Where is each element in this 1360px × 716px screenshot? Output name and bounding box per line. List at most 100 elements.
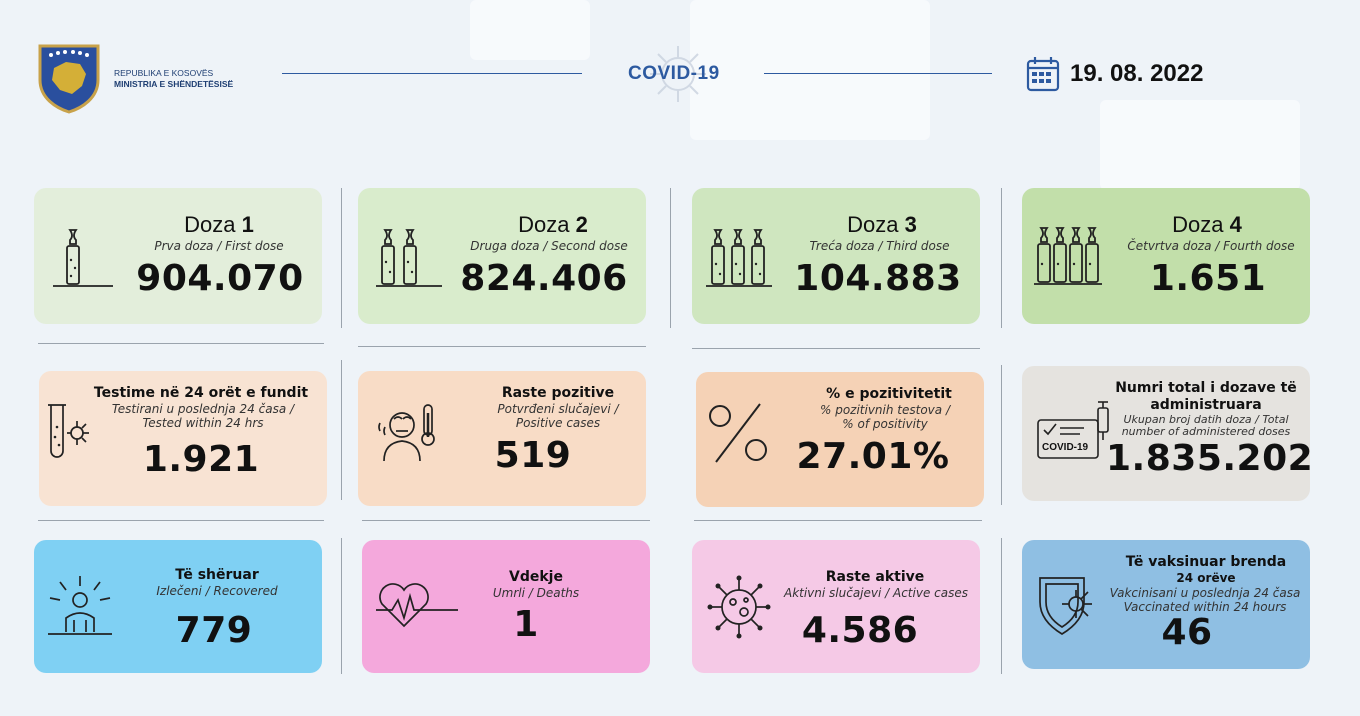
dose-3-subtitle: Treća doza / Third dose (809, 239, 950, 253)
background-panel (470, 0, 590, 60)
positivity-subtitle-1: % pozitivnih testova / (819, 403, 950, 417)
dose-1-title: Doza 1 (144, 212, 294, 238)
tests-subtitle-2: Tested within 24 hrs (142, 416, 264, 430)
dose-2-value: 824.406 (460, 258, 628, 299)
total-doses-subtitle-2: number of administered doses (1121, 425, 1291, 438)
positivity-subtitle-2: % of positivity (842, 417, 928, 431)
dose-3-value: 104.883 (794, 258, 962, 299)
dose-1-subtitle: Prva doza / First dose (154, 239, 284, 253)
recovered-value: 779 (175, 610, 253, 651)
test-tube-virus-icon (48, 404, 89, 458)
vials-4-icon (1034, 227, 1102, 285)
column-divider (670, 188, 671, 328)
vaccine-certificate-icon (1037, 401, 1109, 459)
column-divider (341, 538, 342, 674)
tests-value: 1.921 (142, 439, 260, 480)
vaccinated-24h-title-1: Të vaksinuar brenda (1125, 554, 1287, 570)
dose-2-subtitle: Druga doza / Second dose (470, 239, 628, 253)
header-divider (764, 73, 992, 74)
vaccinated-24h-value: 46 (1161, 612, 1213, 653)
total-doses-title-1: Numri total i dozave të (1115, 380, 1297, 396)
header: REPUBLIKA E KOSOVËS MINISTRIA E SHËNDETË… (0, 0, 1360, 150)
background-panel (690, 0, 930, 140)
row-divider (694, 520, 982, 521)
row-divider (362, 520, 650, 521)
dose-number: 2 (575, 212, 588, 237)
column-divider (1001, 188, 1002, 328)
positive-cases-subtitle-1: Potvrđeni slučajevi / (497, 402, 619, 416)
tests-subtitle-1: Testirani u poslednja 24 časa / (111, 402, 295, 416)
shield-virus-icon (1039, 577, 1092, 635)
vaccinated-24h-title-2: 24 orëve (1176, 571, 1236, 585)
total-doses-card: COVID-19 Numri total i dozave të adminis… (1022, 366, 1314, 501)
percent-icon (709, 403, 767, 463)
recovered-card: Të shëruar Izlečeni / Recovered 779 (34, 540, 322, 673)
active-cases-title: Raste aktive (825, 569, 925, 585)
dose-label: Doza (847, 212, 899, 237)
dose-label: Doza (518, 212, 570, 237)
deaths-subtitle: Umrli / Deaths (492, 586, 580, 600)
vaccinated-24h-card: Të vaksinuar brenda 24 orëve Vakcinisani… (1022, 540, 1310, 669)
tests-title: Testime në 24 orët e fundit (93, 385, 309, 401)
dose-1-value: 904.070 (136, 258, 304, 299)
virus-icon (707, 575, 771, 639)
dose-4-card: Doza 4 Četvrtva doza / Fourth dose 1.651 (1022, 188, 1310, 324)
vials-3-icon (706, 229, 772, 287)
active-cases-value: 4.586 (801, 610, 919, 651)
dose-4-value: 1.651 (1149, 258, 1267, 299)
positivity-value: 27.01% (796, 436, 950, 477)
vaccinated-24h-subtitle-1: Vakcinisani u poslednja 24 časa (1109, 586, 1301, 600)
active-cases-card: Raste aktive Aktivni slučajevi / Active … (692, 540, 980, 673)
total-doses-value: 1.835.202 (1106, 438, 1314, 479)
vaccinated-24h-subtitle-2: Vaccinated within 24 hours (1123, 600, 1287, 614)
positive-cases-value: 519 (494, 435, 572, 476)
recovered-person-icon (48, 576, 112, 635)
row-divider (358, 346, 646, 347)
tests-card: Testime në 24 orët e fundit Testirani u … (39, 371, 327, 506)
vial-1-icon (53, 229, 113, 287)
dose-3-title: Doza 3 (802, 212, 962, 238)
row-divider (692, 348, 980, 349)
recovered-subtitle: Izlečeni / Recovered (156, 584, 278, 598)
covid-badge-label: COVID-19 (1042, 442, 1089, 453)
positive-cases-card: Raste pozitive Potvrđeni slučajevi / Pos… (358, 371, 646, 506)
deaths-title: Vdekje (509, 569, 563, 585)
row-divider (38, 520, 324, 521)
virus-watermark-icon (650, 46, 706, 102)
ministry-line1: REPUBLIKA E KOSOVËS (114, 68, 214, 78)
ministry-line2: MINISTRIA E SHËNDETËSISË (114, 79, 234, 89)
dose-label: Doza (184, 212, 236, 237)
kosovo-emblem-icon (38, 44, 100, 114)
dose-number: 1 (241, 212, 254, 237)
ministry-name: REPUBLIKA E KOSOVËS MINISTRIA E SHËNDETË… (114, 68, 233, 90)
column-divider (341, 188, 342, 328)
positivity-title: % e pozitivitetit (826, 386, 952, 402)
sick-person-thermometer-icon (378, 404, 435, 462)
dose-3-card: Doza 3 Treća doza / Third dose 104.883 (692, 188, 980, 324)
heart-pulse-icon (376, 583, 458, 628)
report-date: 19. 08. 2022 (1070, 60, 1204, 87)
column-divider (1001, 365, 1002, 505)
dose-4-subtitle: Četvrtva doza / Fourth dose (1127, 239, 1295, 253)
dose-2-card: Doza 2 Druga doza / Second dose 824.406 (358, 188, 646, 324)
page-title: COVID-19 (628, 63, 720, 84)
dose-number: 3 (904, 212, 917, 237)
background-panel (1100, 100, 1300, 190)
column-divider (1001, 538, 1002, 674)
positive-cases-title: Raste pozitive (501, 385, 615, 401)
deaths-value: 1 (513, 604, 539, 645)
total-doses-title-2: administruara (1150, 397, 1262, 413)
positivity-card: % e pozitivitetit % pozitivnih testova /… (696, 372, 984, 507)
positive-cases-subtitle-2: Positive cases (515, 416, 601, 430)
recovered-title: Të shëruar (175, 567, 259, 583)
total-doses-subtitle-1: Ukupan broj datih doza / Total (1123, 413, 1289, 426)
header-divider (282, 73, 582, 74)
deaths-card: Vdekje Umrli / Deaths 1 (362, 540, 650, 673)
dose-1-card: Doza 1 Prva doza / First dose 904.070 (34, 188, 322, 324)
dose-label: Doza (1172, 212, 1224, 237)
dose-number: 4 (1229, 212, 1242, 237)
dose-4-title: Doza 4 (1132, 212, 1282, 238)
dose-2-title: Doza 2 (468, 212, 638, 238)
row-divider (38, 343, 324, 344)
vials-2-icon (376, 229, 442, 287)
